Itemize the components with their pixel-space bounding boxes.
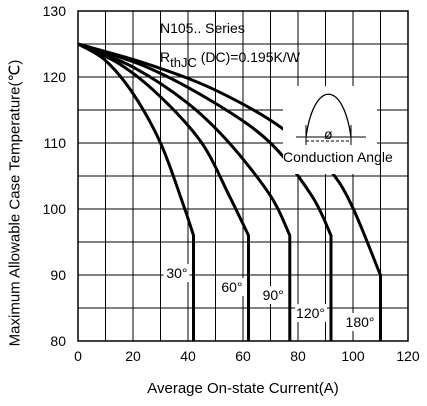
curve-label: 30°	[166, 265, 187, 281]
y-tick-label: 120	[43, 69, 67, 85]
x-tick-label: 120	[396, 348, 420, 364]
series-annotation: N105.. Series	[160, 20, 245, 36]
rth-annotation: RthJC (DC)=0.195K/W	[160, 49, 301, 70]
curve-label: 90°	[263, 287, 284, 303]
curve-line	[77, 42, 382, 341]
conduction-angle-inset: ø Conduction Angle	[283, 86, 393, 174]
x-axis-label: Average On-state Current(A)	[147, 380, 339, 397]
rth-prefix: R	[160, 49, 170, 65]
y-tick-label: 90	[50, 267, 66, 283]
plot-frame	[77, 10, 409, 342]
curve-line	[77, 42, 292, 341]
grid	[78, 11, 408, 341]
tick-labels: 0 20 40 60 80 100 120 80 90 100 110 120 130	[43, 3, 420, 364]
curve-line	[77, 42, 250, 341]
y-tick-label: 100	[43, 201, 67, 217]
curve-label-bg	[163, 264, 190, 282]
curve-label-bg	[295, 304, 327, 322]
x-tick-label: 80	[290, 348, 306, 364]
curve-label: 60°	[221, 279, 242, 295]
curve-label: 120°	[296, 305, 325, 321]
rth-sub: thJC	[170, 55, 197, 70]
x-tick-label: 0	[74, 348, 82, 364]
curve-line	[77, 42, 333, 341]
inset-phi-label: ø	[324, 126, 333, 142]
curve-label-bg	[259, 286, 286, 304]
curve-label-bg	[218, 278, 245, 296]
y-axis-label-wrap: Maximum Allowable Case Temperature(℃)	[5, 0, 23, 406]
inset-background	[283, 86, 377, 174]
curve-label-bg	[344, 313, 377, 331]
y-tick-label: 110	[44, 135, 67, 151]
y-tick-label: 130	[43, 3, 67, 19]
y-axis-label: Maximum Allowable Case Temperature(℃)	[6, 59, 24, 347]
curve-line	[77, 42, 195, 341]
x-tick-label: 20	[125, 348, 141, 364]
x-tick-label: 40	[180, 348, 196, 364]
inset-caption: Conduction Angle	[283, 149, 393, 165]
inset-sine-pulse	[305, 93, 352, 138]
x-tick-label: 60	[235, 348, 251, 364]
curve-label: 180°	[346, 314, 375, 330]
curves	[77, 42, 382, 341]
y-tick-label: 80	[50, 333, 66, 349]
x-tick-label: 100	[341, 348, 365, 364]
curve-labels: 30° 60° 90° 120° 180°	[163, 264, 377, 331]
rth-suffix: (DC)=0.195K/W	[197, 49, 301, 65]
